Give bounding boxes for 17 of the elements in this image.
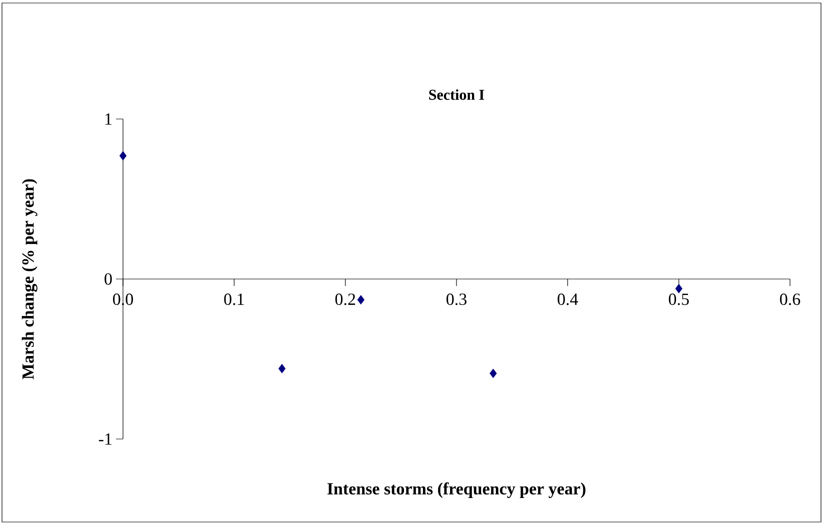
point <box>490 368 497 378</box>
x-tick-label: 0.5 <box>668 294 689 306</box>
chart-title: Section I <box>429 89 484 100</box>
y-axis-title: Marsh change (% per year) <box>22 179 38 380</box>
x-axis-title: Intense storms (frequency per year) <box>327 482 586 498</box>
point <box>357 295 364 304</box>
x-tick-label: 0.6 <box>780 294 800 306</box>
point <box>278 364 286 374</box>
x-tick-label: 0.3 <box>446 294 466 306</box>
y-tick-label: 0 <box>104 273 112 285</box>
y-tick-label: 1 <box>105 113 112 125</box>
y-tick-label: -1 <box>98 433 112 445</box>
point <box>119 151 127 160</box>
x-tick-label: 0.4 <box>558 294 578 306</box>
x-tick-label: 0.2 <box>335 294 356 306</box>
x-tick-label: 0.1 <box>224 294 244 306</box>
point <box>675 284 682 294</box>
